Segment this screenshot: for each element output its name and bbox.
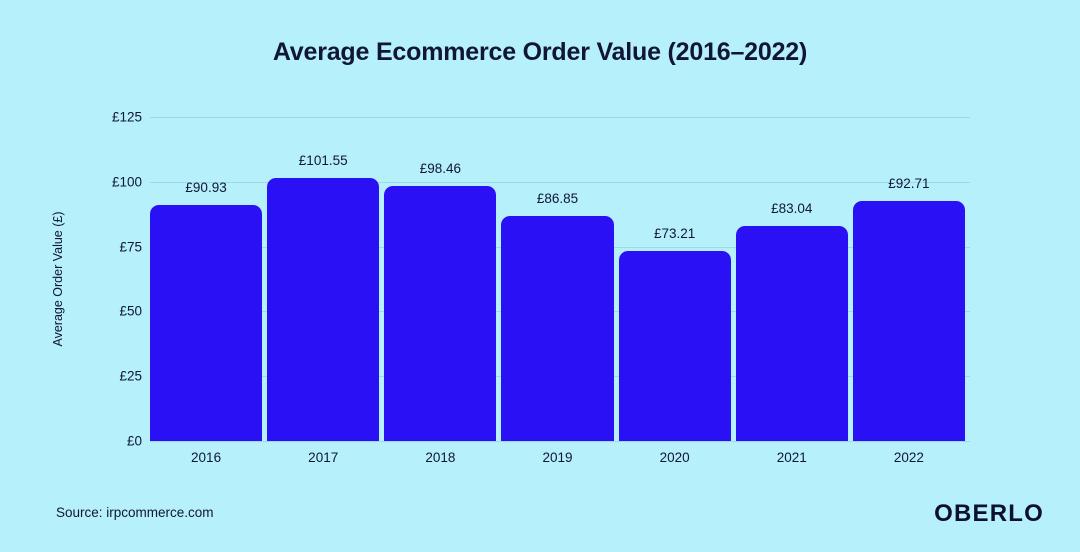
bar[interactable] bbox=[852, 200, 965, 441]
bar-value-label: £92.71 bbox=[888, 175, 930, 191]
bar-value-label: £83.04 bbox=[771, 200, 813, 216]
y-axis-tick-label: £75 bbox=[119, 239, 142, 255]
gridline bbox=[150, 441, 970, 442]
bar-value-label: £73.21 bbox=[653, 226, 696, 242]
x-axis-tick-label: 2020 bbox=[659, 450, 690, 465]
y-axis-tick-label: £0 bbox=[126, 433, 142, 449]
bar-group[interactable]: £86.85 bbox=[501, 117, 614, 441]
y-axis-tick-label: £25 bbox=[119, 368, 142, 384]
bar[interactable] bbox=[618, 251, 731, 441]
y-axis-tick-label: £125 bbox=[111, 109, 142, 125]
bar-group[interactable]: £92.71 bbox=[852, 117, 965, 441]
bar-value-label: £86.85 bbox=[536, 190, 579, 206]
bar-group[interactable]: £83.04 bbox=[735, 117, 848, 441]
x-axis-tick-label: 2016 bbox=[191, 450, 222, 465]
plot-area: £90.93 £101.55 £98.46 £86.85 £73.21 £83.04 £92… bbox=[150, 117, 970, 442]
brand-logo: OBERLO bbox=[934, 500, 1044, 527]
bar[interactable] bbox=[735, 225, 848, 441]
gridline bbox=[150, 181, 970, 183]
x-axis-tick-label: 2018 bbox=[425, 450, 456, 465]
bar[interactable] bbox=[150, 205, 263, 441]
y-axis-tick-label: £100 bbox=[111, 174, 142, 190]
y-axis-title: Average Order Value (£) bbox=[51, 211, 65, 347]
bar[interactable] bbox=[501, 215, 614, 441]
bar-group[interactable]: £73.21 bbox=[618, 117, 731, 441]
chart-title: Average Ecommerce Order Value (2016–2022… bbox=[272, 38, 808, 66]
x-axis-tick-label: 2019 bbox=[542, 450, 573, 465]
bar-value-label: £98.46 bbox=[419, 160, 461, 176]
bar-group[interactable]: £101.55 bbox=[267, 117, 380, 441]
gridline bbox=[150, 117, 970, 118]
bar[interactable] bbox=[384, 185, 497, 441]
source-note: Source: irpcommerce.com bbox=[56, 505, 214, 520]
x-axis-tick-label: 2021 bbox=[776, 450, 807, 465]
bar-group[interactable]: £90.93 bbox=[150, 117, 263, 441]
x-axis-tick-label: 2017 bbox=[308, 450, 339, 465]
bar[interactable] bbox=[267, 177, 380, 441]
bar-value-label: £101.55 bbox=[298, 152, 348, 168]
y-axis-tick-label: £50 bbox=[119, 303, 142, 319]
bar-group[interactable]: £98.46 bbox=[384, 117, 497, 441]
bar-value-label: £90.93 bbox=[185, 180, 227, 196]
x-axis-tick-label: 2022 bbox=[893, 450, 924, 465]
